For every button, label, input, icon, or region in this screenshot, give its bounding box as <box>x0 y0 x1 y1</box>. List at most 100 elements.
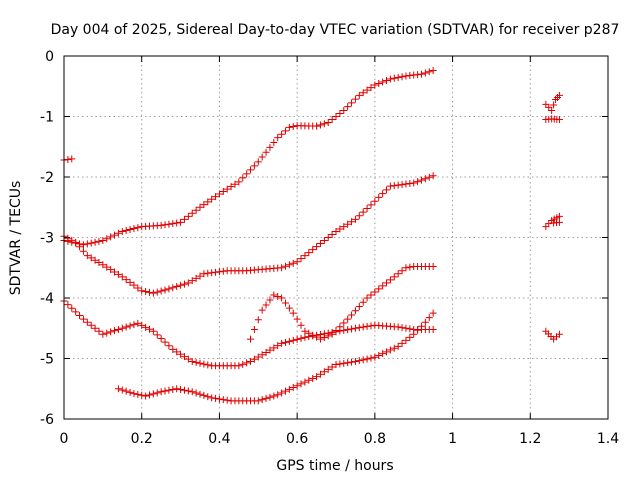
data-point <box>313 243 321 251</box>
data-point <box>68 304 76 312</box>
data-point <box>173 385 181 393</box>
data-point <box>274 342 282 350</box>
data-point <box>208 269 216 277</box>
data-point <box>398 181 406 189</box>
data-point <box>258 351 266 359</box>
data-point <box>301 252 309 260</box>
data-point <box>402 324 410 332</box>
data-point <box>196 359 204 367</box>
data-point <box>177 350 185 358</box>
data-point <box>332 113 340 120</box>
data-point <box>328 116 336 124</box>
data-point <box>118 324 126 332</box>
data-point <box>406 180 414 188</box>
data-point <box>192 389 200 397</box>
data-point <box>375 285 383 293</box>
data-point <box>192 274 200 282</box>
data-point <box>348 325 356 333</box>
data-point <box>429 67 437 75</box>
data-point <box>262 348 270 356</box>
data-point <box>394 181 402 189</box>
data-point <box>130 321 138 329</box>
data-point <box>153 331 161 339</box>
data-point <box>398 339 406 347</box>
data-point <box>270 291 278 299</box>
data-point <box>390 182 398 190</box>
data-point <box>196 390 204 398</box>
chart-title: Day 004 of 2025, Sidereal Day-to-day VTE… <box>51 22 620 38</box>
data-point <box>289 384 297 392</box>
data-point <box>254 316 262 324</box>
data-point <box>313 122 321 130</box>
data-point <box>305 376 313 384</box>
data-point <box>258 306 266 314</box>
data-point <box>266 296 274 304</box>
data-point <box>324 234 332 241</box>
data-point <box>285 385 293 393</box>
data-point <box>161 286 169 294</box>
data-point <box>138 391 146 399</box>
data-point <box>324 119 332 127</box>
data-point <box>142 323 150 331</box>
data-point <box>192 206 200 214</box>
data-point <box>383 279 391 287</box>
data-point <box>359 208 367 216</box>
data-point <box>371 353 379 361</box>
data-point <box>328 230 336 238</box>
data-point <box>398 267 406 275</box>
data-point <box>83 318 91 326</box>
data-point <box>316 121 324 129</box>
data-point <box>212 268 220 276</box>
data-point <box>250 355 258 363</box>
data-point <box>138 321 146 329</box>
data-point <box>289 336 297 344</box>
data-point <box>161 387 169 395</box>
data-point <box>309 246 317 254</box>
data-point <box>316 335 324 343</box>
x-tick-label: 1.4 <box>597 431 619 447</box>
data-point <box>68 236 76 244</box>
y-tick-label: -1 <box>40 110 54 126</box>
data-point <box>297 334 305 342</box>
x-tick-label: 0.8 <box>364 431 386 447</box>
data-point <box>149 327 157 335</box>
data-point <box>344 326 352 334</box>
data-point <box>161 221 169 229</box>
data-point <box>99 237 107 245</box>
y-tick-label: -6 <box>40 412 54 428</box>
data-point <box>336 360 344 368</box>
data-point <box>107 328 115 336</box>
data-point <box>320 120 328 128</box>
data-point <box>402 264 410 272</box>
data-point <box>367 291 375 299</box>
data-point <box>344 359 352 367</box>
data-point <box>118 227 126 235</box>
data-point <box>196 272 204 280</box>
data-point <box>114 385 122 393</box>
data-point <box>336 323 344 331</box>
data-point <box>250 162 258 170</box>
data-point <box>95 258 103 266</box>
data-point <box>72 308 80 316</box>
x-tick-label: 0.6 <box>286 431 308 447</box>
data-point <box>383 186 391 194</box>
data-point <box>340 359 348 367</box>
data-point <box>355 212 363 220</box>
data-point <box>254 397 262 405</box>
data-point <box>64 234 72 242</box>
data-point <box>394 323 402 331</box>
data-point <box>122 323 130 331</box>
data-point <box>145 288 153 296</box>
x-axis-label: GPS time / hours <box>276 458 393 474</box>
data-point <box>165 386 173 394</box>
data-point <box>274 134 282 142</box>
data-point <box>375 351 383 359</box>
data-point <box>91 324 99 332</box>
data-point <box>149 289 157 297</box>
data-point <box>367 201 375 209</box>
data-point <box>281 387 289 395</box>
series-arc-6 <box>114 309 437 405</box>
data-point <box>114 229 122 237</box>
data-point <box>355 302 363 310</box>
data-point <box>180 353 188 361</box>
